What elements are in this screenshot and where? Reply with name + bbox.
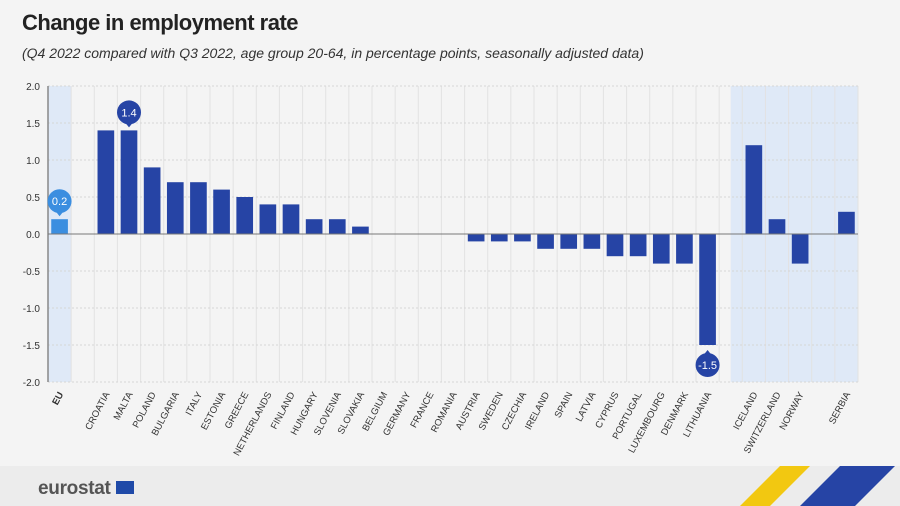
bar	[583, 234, 601, 249]
y-tick-label: -1.0	[23, 304, 41, 315]
bar	[652, 234, 670, 264]
bar	[97, 130, 115, 234]
bar	[514, 234, 531, 242]
bar	[236, 197, 254, 234]
bar	[282, 204, 300, 234]
chart-subtitle: (Q4 2022 compared with Q3 2022, age grou…	[22, 45, 644, 61]
bar	[745, 145, 763, 234]
footer	[0, 466, 900, 506]
y-tick-label: -1.5	[23, 341, 41, 352]
bar	[560, 234, 578, 249]
bar	[190, 182, 207, 234]
bar	[676, 234, 693, 264]
callout-label: 1.4	[121, 107, 136, 119]
callout-label: 0.2	[52, 196, 67, 208]
bar	[629, 234, 647, 257]
y-tick-label: 0.0	[26, 230, 40, 241]
callout-bubble	[117, 100, 141, 125]
y-tick-label: 1.5	[26, 119, 40, 130]
bar	[699, 234, 716, 345]
callout-bubble	[47, 189, 72, 214]
x-tick-label: SPAIN	[553, 390, 576, 420]
bar	[537, 234, 554, 249]
y-tick-label: 1.0	[26, 156, 40, 167]
callout-pointer	[55, 211, 64, 217]
callout-label: -1.5	[698, 360, 717, 372]
bar	[838, 211, 855, 234]
bar	[791, 234, 809, 264]
bar	[352, 226, 369, 234]
bar	[328, 219, 346, 234]
decorative-stripes-icon	[740, 466, 895, 506]
bar	[166, 182, 184, 234]
bar	[768, 219, 786, 234]
y-tick-label: -2.0	[23, 378, 41, 389]
x-tick-label: ITALY	[184, 390, 206, 418]
y-tick-label: -0.5	[23, 267, 41, 278]
bar	[259, 204, 277, 234]
eu-flag-icon	[116, 481, 134, 494]
x-tick-label: EU	[50, 390, 66, 407]
callout-bubble	[695, 353, 720, 377]
callout-pointer	[125, 122, 133, 128]
x-tick-label: MALTA	[112, 390, 136, 422]
bar	[213, 189, 230, 234]
bar	[51, 219, 68, 234]
x-tick-label: CROATIA	[83, 390, 113, 432]
y-tick-label: 2.0	[26, 82, 40, 93]
bar	[467, 234, 485, 242]
bar	[490, 234, 508, 242]
eurostat-logo: eurostat	[38, 478, 111, 499]
bar	[305, 219, 323, 234]
bar	[606, 234, 624, 257]
bar	[120, 130, 138, 234]
y-tick-label: 0.5	[26, 193, 40, 204]
bar	[143, 167, 161, 234]
x-tick-label: LATVIA	[574, 390, 599, 424]
callout-pointer	[703, 350, 712, 355]
x-tick-label: SERBIA	[827, 390, 853, 427]
bar-chart: 2.0 1.5 1.0 0.5 0.0 -0.5 -1.0 -1.5 -2.0 EU CROATIA…	[23, 82, 859, 458]
chart-title: Change in employment rate	[22, 10, 299, 35]
